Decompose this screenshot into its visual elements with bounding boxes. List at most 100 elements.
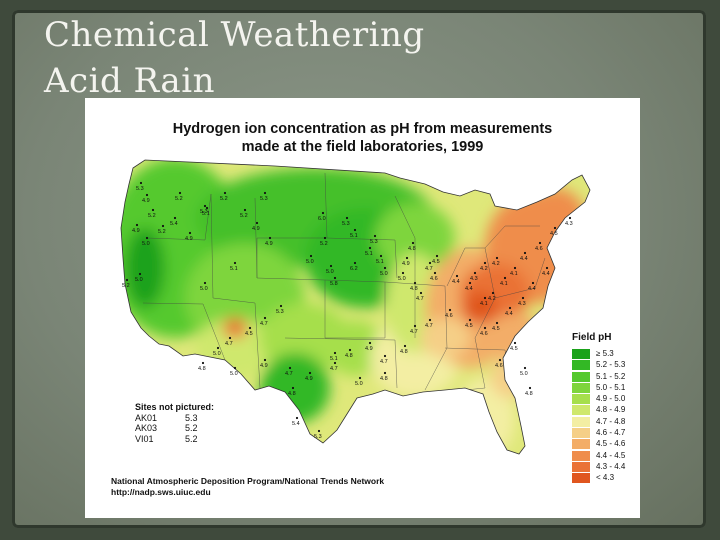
- station-dot: [491, 291, 495, 295]
- station-ph-label: 5.3: [314, 434, 322, 440]
- legend-swatch: [572, 428, 590, 439]
- footer-org: National Atmospheric Deposition Program/…: [111, 476, 385, 486]
- slide-title: Chemical Weathering Acid Rain: [44, 12, 425, 104]
- station-ph-label: 4.6: [495, 363, 503, 369]
- station-dot: [383, 266, 387, 270]
- station-ph-label: 4.8: [198, 366, 206, 372]
- station-dot: [521, 296, 525, 300]
- station-ph-label: 4.8: [525, 391, 533, 397]
- legend-swatch: [572, 360, 590, 371]
- station-dot: [333, 351, 337, 355]
- legend-label: ≥ 5.3: [596, 349, 614, 358]
- station-dot: [483, 326, 487, 330]
- station-ph-label: 5.0: [230, 371, 238, 377]
- station-dot: [178, 191, 182, 195]
- station-ph-label: 4.6: [535, 246, 543, 252]
- legend-swatch: [572, 371, 590, 382]
- station-dot: [263, 191, 267, 195]
- station-dot: [523, 251, 527, 255]
- legend-swatch: [572, 394, 590, 405]
- station-dot: [413, 281, 417, 285]
- station-ph-label: 4.1: [480, 301, 488, 307]
- station-ph-label: 5.0: [142, 241, 150, 247]
- station-ph-label: 4.1: [510, 271, 518, 277]
- station-ph-label: 4.4: [542, 271, 550, 277]
- station-ph-label: 4.1: [500, 281, 508, 287]
- station-ph-label: 5.4: [292, 421, 300, 427]
- station-dot: [243, 208, 247, 212]
- station-ph-label: 5.1: [230, 266, 238, 272]
- station-dot: [538, 241, 542, 245]
- station-ph-label: 5.2: [320, 241, 328, 247]
- station-ph-label: 4.2: [488, 296, 496, 302]
- station-ph-label: 4.5: [245, 331, 253, 337]
- station-dot: [139, 181, 143, 185]
- station-dot: [323, 236, 327, 240]
- station-dot: [403, 344, 407, 348]
- station-markers: 5.34.9 5.25.15.25.44.9 5.25.05.35.24.95.05…: [122, 181, 573, 440]
- station-dot: [428, 318, 432, 322]
- station-dot: [483, 296, 487, 300]
- legend-swatch: [572, 405, 590, 416]
- station-ph-label: 5.4: [170, 221, 178, 227]
- legend-label: 4.8 - 4.9: [596, 405, 626, 415]
- legend-label: 5.2 - 5.3: [596, 360, 626, 370]
- station-ph-label: 4.7: [380, 359, 388, 365]
- station-dot: [368, 341, 372, 345]
- site-value: 5.3: [185, 412, 198, 423]
- station-ph-label: 5.0: [398, 276, 406, 282]
- station-ph-label: 5.0: [213, 351, 221, 357]
- station-ph-label: 5.2: [148, 213, 156, 219]
- station-ph-label: 4.9: [132, 228, 140, 234]
- us-outline: [120, 159, 591, 455]
- station-ph-label: 4.3: [518, 301, 526, 307]
- station-dot: [248, 326, 252, 330]
- station-dot: [333, 276, 337, 280]
- station-ph-label: 4.5: [465, 323, 473, 329]
- station-ph-label: 4.9: [305, 376, 313, 382]
- station-dot: [379, 254, 383, 258]
- legend-label: 4.6 - 4.7: [596, 428, 626, 438]
- station-dot: [125, 278, 129, 282]
- station-dot: [263, 358, 267, 362]
- station-ph-label: 5.1: [376, 259, 384, 265]
- station-ph-label: 5.3: [276, 309, 284, 315]
- station-dot: [233, 261, 237, 265]
- station-dot: [435, 254, 439, 258]
- station-ph-label: 5.1: [365, 251, 373, 257]
- station-dot: [513, 266, 517, 270]
- map-title-line2: made at the field laboratories, 1999: [241, 139, 484, 155]
- station-dot: [348, 348, 352, 352]
- station-ph-label: 4.8: [410, 286, 418, 292]
- station-ph-label: 4.9: [252, 226, 260, 232]
- station-dot: [473, 271, 477, 275]
- station-ph-label: 5.0: [200, 286, 208, 292]
- station-ph-label: 4.6: [445, 313, 453, 319]
- footer-url: http://nadp.sws.uiuc.edu: [111, 486, 211, 497]
- station-ph-label: 4.7: [330, 366, 338, 372]
- legend-label: 5.1 - 5.2: [596, 371, 626, 381]
- legend-swatch: [572, 450, 590, 461]
- station-dot: [203, 204, 207, 208]
- station-dot: [268, 236, 272, 240]
- station-dot: [553, 226, 557, 230]
- station-dot: [495, 256, 499, 260]
- legend-label: 4.7 - 4.8: [596, 416, 626, 426]
- station-ph-label: 4.8: [408, 246, 416, 252]
- station-dot: [228, 336, 232, 340]
- station-dot: [405, 256, 409, 260]
- station-dot: [368, 246, 372, 250]
- station-dot: [508, 306, 512, 310]
- station-dot: [145, 236, 149, 240]
- site-value: 5.2: [185, 433, 198, 444]
- station-dot: [233, 366, 237, 370]
- station-ph-label: 4.4: [528, 286, 536, 292]
- station-ph-label: 5.2: [122, 283, 130, 289]
- station-dot: [309, 254, 313, 258]
- station-dot: [419, 291, 423, 295]
- station-ph-label: 5.0: [380, 271, 388, 277]
- station-ph-label: 5.0: [326, 269, 334, 275]
- map-footer: National Atmospheric Deposition Program/…: [111, 476, 384, 497]
- station-dot: [531, 281, 535, 285]
- station-dot: [205, 206, 209, 210]
